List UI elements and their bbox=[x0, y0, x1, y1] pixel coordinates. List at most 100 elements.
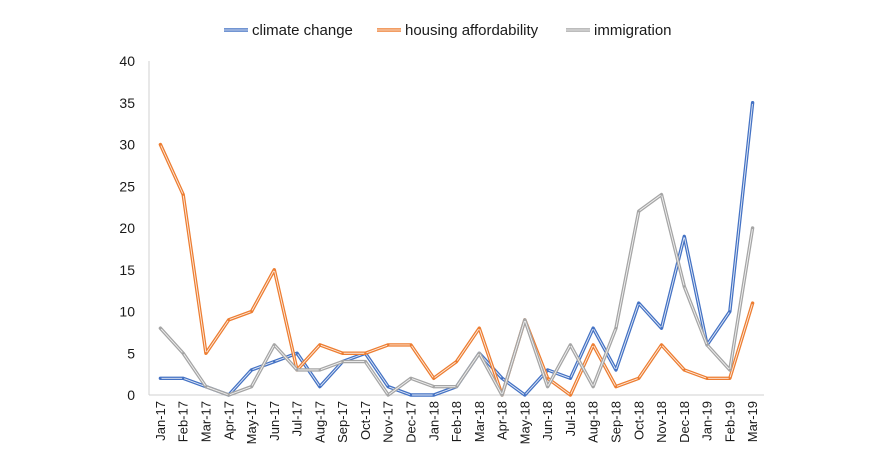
y-tick-label: 30 bbox=[119, 137, 135, 153]
data-point bbox=[546, 377, 549, 380]
data-point bbox=[318, 385, 322, 388]
data-point bbox=[432, 385, 435, 388]
y-tick-label: 15 bbox=[119, 262, 135, 278]
x-tick-label: May-18 bbox=[517, 401, 532, 444]
series-line-highlight bbox=[159, 102, 754, 396]
y-tick-label: 20 bbox=[119, 220, 135, 236]
legend-item-climate-change: climate change bbox=[224, 22, 353, 39]
data-point bbox=[751, 301, 754, 305]
y-tick-label: 25 bbox=[119, 178, 135, 194]
x-tick-label: Feb-17 bbox=[176, 401, 191, 442]
series-line-highlight bbox=[159, 144, 754, 396]
x-tick-label: Mar-19 bbox=[745, 401, 760, 442]
x-tick-label: Sep-17 bbox=[335, 401, 350, 443]
x-tick-label: Feb-18 bbox=[449, 401, 464, 442]
x-tick-label: Aug-17 bbox=[312, 401, 327, 443]
x-tick-label: Jul-18 bbox=[563, 401, 578, 436]
x-tick-label: Jan-18 bbox=[426, 401, 441, 441]
series-line-climate-change bbox=[158, 101, 755, 397]
legend-label: immigration bbox=[594, 22, 672, 39]
data-point bbox=[637, 301, 640, 305]
data-point bbox=[181, 193, 185, 196]
data-point bbox=[159, 377, 162, 380]
data-point bbox=[159, 327, 162, 330]
data-point bbox=[728, 310, 732, 313]
x-tick-label: Dec-18 bbox=[677, 401, 692, 443]
data-point bbox=[227, 393, 230, 397]
x-tick-label: Mar-18 bbox=[472, 401, 487, 442]
data-point bbox=[204, 385, 208, 388]
x-tick-label: Oct-17 bbox=[358, 401, 373, 440]
data-point bbox=[386, 343, 390, 347]
data-point bbox=[273, 360, 276, 363]
data-point bbox=[591, 343, 595, 347]
y-tick-label: 0 bbox=[127, 387, 135, 403]
data-point bbox=[295, 368, 299, 372]
data-point bbox=[386, 393, 390, 397]
data-point bbox=[660, 193, 663, 196]
data-point bbox=[273, 268, 276, 271]
data-point bbox=[478, 352, 481, 355]
series-immigration bbox=[158, 192, 755, 397]
data-point bbox=[705, 343, 709, 347]
data-point bbox=[523, 318, 527, 322]
legend: climate change housing affordability immig… bbox=[224, 22, 672, 39]
data-point bbox=[591, 385, 595, 388]
data-point bbox=[546, 368, 549, 372]
data-point bbox=[364, 360, 367, 363]
data-point bbox=[341, 360, 344, 363]
series-climate-change bbox=[158, 101, 755, 397]
data-point bbox=[523, 393, 527, 397]
data-point bbox=[432, 393, 435, 397]
data-point bbox=[500, 377, 504, 380]
data-point bbox=[728, 368, 732, 372]
data-point bbox=[364, 352, 367, 355]
legend-label: climate change bbox=[252, 22, 353, 39]
data-point bbox=[409, 343, 413, 347]
x-tick-label: Jun-18 bbox=[540, 401, 555, 441]
data-point bbox=[250, 385, 253, 388]
x-tick-label: Jan-17 bbox=[153, 401, 168, 441]
x-tick-label: Jul-17 bbox=[290, 401, 305, 436]
data-point bbox=[295, 352, 299, 355]
data-point bbox=[204, 352, 208, 355]
data-point bbox=[637, 377, 640, 380]
x-tick-label: Sep-18 bbox=[608, 401, 623, 443]
data-point bbox=[660, 327, 663, 330]
data-point bbox=[683, 235, 686, 238]
data-point bbox=[478, 327, 481, 330]
legend-label: housing affordability bbox=[405, 22, 539, 39]
data-point bbox=[660, 343, 663, 347]
series-line-highlight bbox=[159, 194, 754, 396]
data-point bbox=[705, 377, 709, 380]
data-point bbox=[250, 310, 253, 313]
x-tick-label: Nov-17 bbox=[381, 401, 396, 443]
data-point bbox=[591, 327, 595, 330]
data-point bbox=[751, 226, 754, 230]
data-point bbox=[455, 385, 458, 388]
data-point bbox=[614, 327, 618, 330]
data-point bbox=[614, 368, 618, 372]
data-point bbox=[318, 368, 322, 372]
x-tick-label: Jun-17 bbox=[267, 401, 282, 441]
data-point bbox=[341, 352, 344, 355]
data-point bbox=[569, 343, 572, 347]
x-tick-label: Apr-17 bbox=[221, 401, 236, 440]
data-point bbox=[181, 352, 185, 355]
series-line-housing-affordability bbox=[158, 142, 755, 397]
legend-item-housing-affordability: housing affordability bbox=[377, 22, 539, 39]
data-point bbox=[683, 368, 686, 372]
data-point bbox=[500, 393, 504, 397]
data-point bbox=[273, 343, 276, 347]
x-tick-label: Jan-19 bbox=[700, 401, 715, 441]
y-tick-label: 35 bbox=[119, 95, 135, 111]
data-point bbox=[181, 377, 185, 380]
y-axis: 0 5 10 15 20 25 30 35 40 bbox=[119, 53, 135, 403]
data-point bbox=[728, 377, 732, 380]
y-tick-label: 40 bbox=[119, 53, 135, 69]
data-point bbox=[409, 377, 413, 380]
series-group bbox=[158, 101, 755, 397]
axes bbox=[148, 61, 764, 396]
data-point bbox=[318, 343, 322, 347]
